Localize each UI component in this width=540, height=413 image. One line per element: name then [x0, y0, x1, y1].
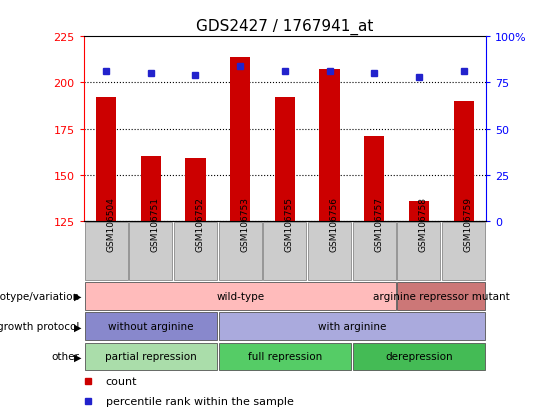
- Bar: [85, 313, 217, 340]
- Text: wild-type: wild-type: [216, 291, 264, 301]
- Text: GSM106753: GSM106753: [240, 196, 249, 251]
- Bar: [275, 98, 295, 221]
- Text: partial repression: partial repression: [105, 351, 197, 362]
- Text: GSM106757: GSM106757: [374, 196, 383, 251]
- Text: without arginine: without arginine: [108, 321, 193, 332]
- Bar: [397, 222, 441, 281]
- Text: GSM106752: GSM106752: [195, 197, 205, 251]
- Bar: [185, 159, 206, 221]
- Text: GSM106504: GSM106504: [106, 197, 115, 251]
- Text: genotype/variation: genotype/variation: [0, 291, 79, 301]
- Bar: [397, 282, 485, 310]
- Bar: [219, 222, 261, 281]
- Text: arginine repressor mutant: arginine repressor mutant: [373, 291, 510, 301]
- Bar: [85, 222, 127, 281]
- Text: GSM106755: GSM106755: [285, 196, 294, 251]
- Bar: [364, 137, 384, 221]
- Bar: [230, 57, 250, 221]
- Text: with arginine: with arginine: [318, 321, 386, 332]
- Text: percentile rank within the sample: percentile rank within the sample: [106, 396, 294, 406]
- Bar: [442, 222, 485, 281]
- Text: growth protocol: growth protocol: [0, 321, 79, 332]
- Bar: [96, 98, 116, 221]
- Text: ▶: ▶: [73, 351, 81, 362]
- Bar: [219, 343, 351, 370]
- Bar: [454, 102, 474, 221]
- Text: ▶: ▶: [73, 291, 81, 301]
- Bar: [141, 157, 161, 221]
- Text: count: count: [106, 377, 137, 387]
- Bar: [85, 343, 217, 370]
- Text: ▶: ▶: [73, 321, 81, 332]
- Bar: [308, 222, 351, 281]
- Text: GSM106756: GSM106756: [329, 196, 339, 251]
- Text: GSM106758: GSM106758: [419, 196, 428, 251]
- Text: other: other: [51, 351, 79, 362]
- Text: GSM106759: GSM106759: [464, 196, 472, 251]
- Bar: [409, 201, 429, 221]
- Bar: [320, 70, 340, 221]
- Text: derepression: derepression: [385, 351, 453, 362]
- Bar: [219, 313, 485, 340]
- Title: GDS2427 / 1767941_at: GDS2427 / 1767941_at: [196, 18, 374, 34]
- Bar: [353, 222, 396, 281]
- Bar: [353, 343, 485, 370]
- Text: GSM106751: GSM106751: [151, 196, 160, 251]
- Text: full repression: full repression: [248, 351, 322, 362]
- Bar: [174, 222, 217, 281]
- Bar: [264, 222, 306, 281]
- Bar: [129, 222, 172, 281]
- Bar: [85, 282, 396, 310]
